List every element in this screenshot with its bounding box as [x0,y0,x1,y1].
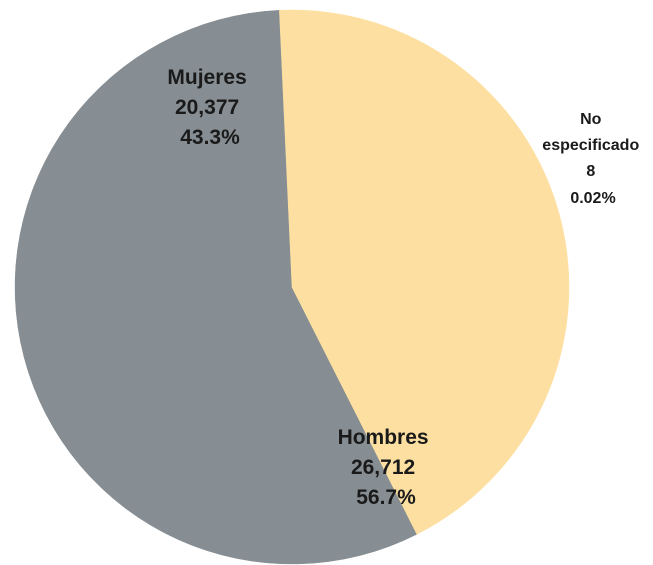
label-no-especificado-name-line1: No [580,111,602,128]
label-hombres-value: 26,712 [351,456,415,479]
label-hombres-name: Hombres [338,426,429,449]
pie-slice-hombres [14,10,418,565]
pie-slice-no-especificado [291,286,418,535]
label-mujeres: Mujeres 20,377 43.3% [167,66,252,149]
label-hombres: Hombres 26,712 56.7% [338,426,435,509]
label-no-especificado-name-line2: especificado [542,137,639,154]
label-no-especificado: No especificado 8 0.02% [542,111,643,207]
label-mujeres-name: Mujeres [167,66,246,89]
pie-slices [14,9,570,565]
label-mujeres-value: 20,377 [175,96,239,119]
label-hombres-percent: 56.7% [356,486,416,509]
label-no-especificado-percent: 0.02% [570,190,615,207]
label-no-especificado-value: 8 [586,163,595,180]
label-mujeres-percent: 43.3% [180,126,240,149]
pie-slice-mujeres [279,9,570,535]
